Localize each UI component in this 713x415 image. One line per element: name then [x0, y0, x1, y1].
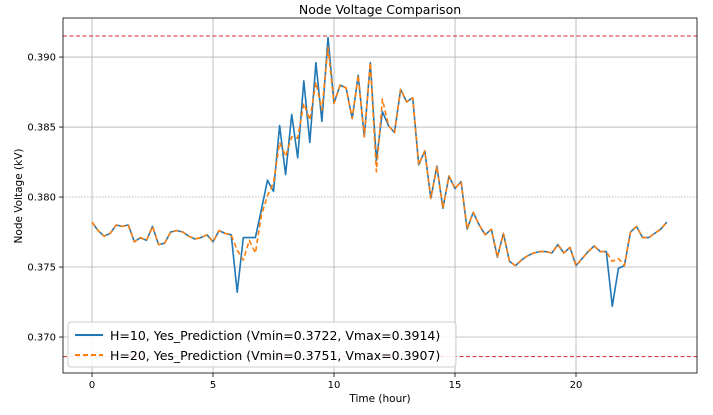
y-tick-label: 0.375: [27, 263, 56, 274]
legend: H=10, Yes_Prediction (Vmin=0.3722, Vmax=…: [67, 321, 457, 368]
legend-label-h10: H=10, Yes_Prediction (Vmin=0.3722, Vmax=…: [110, 328, 440, 343]
x-tick-label: 15: [449, 380, 462, 391]
legend-box: [67, 321, 457, 368]
legend-label-h20: H=20, Yes_Prediction (Vmin=0.3751, Vmax=…: [110, 348, 440, 363]
series-line-h20: [91, 46, 668, 267]
x-axis-label: Time (hour): [348, 393, 410, 405]
y-tick-label: 0.385: [27, 123, 56, 134]
y-tick-label: 0.380: [27, 193, 56, 204]
x-tick-label: 5: [210, 380, 216, 391]
series-lines: [91, 36, 668, 308]
y-axis-label: Node Voltage (kV): [13, 149, 25, 244]
reference-lines: [63, 35, 697, 358]
y-tick-label: 0.370: [27, 333, 56, 344]
x-tick-label: 20: [570, 380, 583, 391]
series-line-h10: [91, 36, 668, 308]
plot-frame: [62, 17, 698, 374]
chart-title: Node Voltage Comparison: [299, 2, 461, 17]
grid: [63, 18, 697, 373]
y-tick-label: 0.390: [27, 53, 56, 64]
x-tick-label: 10: [328, 380, 341, 391]
x-tick-label: 0: [89, 380, 95, 391]
axis-ticks: 0 5 10 15 20 0.370 0.375 0.380 0.385 0.390: [27, 53, 582, 391]
